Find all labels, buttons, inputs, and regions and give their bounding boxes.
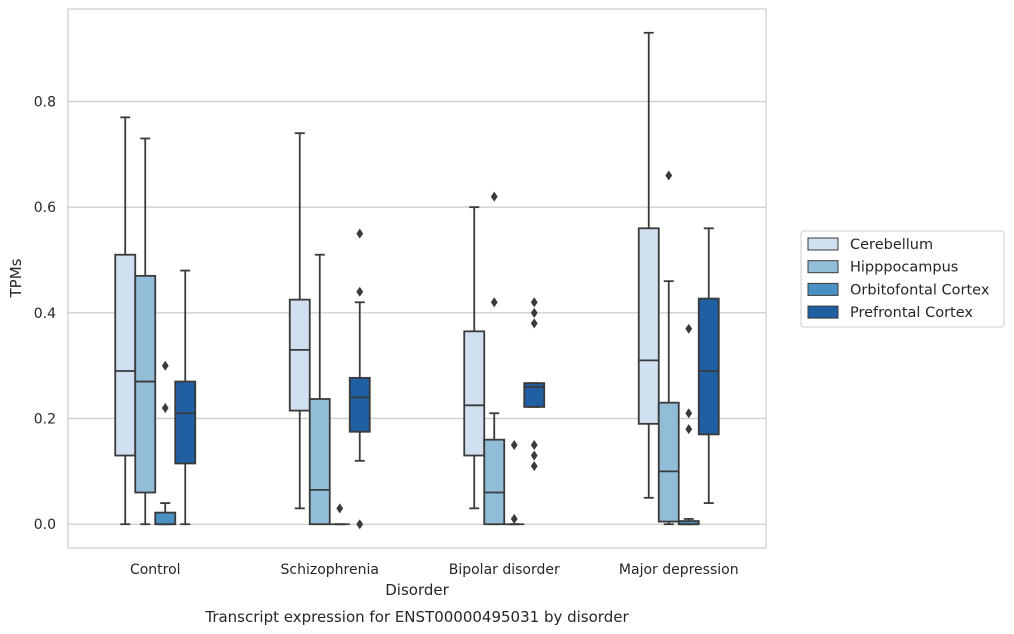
- boxes-group: [114, 31, 720, 530]
- box-prefrontal-cortex-3: [697, 227, 720, 504]
- box-cerebellum-0: [114, 116, 137, 526]
- legend-swatch: [807, 260, 839, 274]
- outlier-point: [685, 323, 693, 334]
- x-tick-label: Control: [130, 562, 181, 578]
- y-tick-label: 0.0: [34, 517, 56, 533]
- outlier-point: [665, 170, 673, 181]
- outlier-point: [530, 439, 538, 450]
- x-tick-label: Major depression: [619, 562, 739, 578]
- box-hipppocampus-2: [483, 191, 506, 526]
- plot-area-border: [67, 8, 767, 549]
- iqr-box: [637, 227, 660, 425]
- outlier-point: [490, 191, 498, 202]
- y-tick-label: 0.6: [34, 200, 56, 216]
- legend-label: Cerebellum: [850, 237, 933, 253]
- outlier-point: [356, 228, 364, 239]
- box-orbitofontal-cortex-1: [329, 503, 350, 526]
- box-prefrontal-cortex-1: [348, 228, 371, 530]
- box-cerebellum-1: [288, 132, 311, 510]
- iqr-box: [657, 401, 680, 523]
- legend-label: Prefrontal Cortex: [850, 305, 973, 321]
- box-cerebellum-3: [637, 31, 660, 499]
- box-orbitofontal-cortex-2: [504, 439, 525, 526]
- iqr-box: [114, 253, 137, 457]
- box-hipppocampus-0: [134, 137, 157, 526]
- iqr-box: [154, 511, 177, 526]
- y-axis-label: TPMs: [7, 258, 25, 298]
- legend-frame: [800, 230, 1005, 328]
- iqr-box: [463, 330, 486, 457]
- x-axis-label: Disorder: [385, 581, 449, 599]
- outlier-point: [356, 286, 364, 297]
- iqr-box: [174, 380, 197, 465]
- outlier-point: [530, 450, 538, 461]
- box-prefrontal-cortex-2: [523, 297, 546, 472]
- x-tick-labels: Control Schizophrenia Bipolar disorder Majo…: [130, 562, 739, 578]
- iqr-box: [288, 298, 311, 412]
- outlier-point: [490, 297, 498, 308]
- y-tick-labels: 0.0 0.2 0.4 0.6 0.8: [34, 94, 56, 533]
- outlier-point: [510, 439, 518, 450]
- x-tick-label: Bipolar disorder: [449, 562, 560, 578]
- iqr-box: [697, 297, 720, 436]
- legend-swatch: [807, 237, 839, 251]
- outlier-point: [336, 503, 344, 514]
- legend-label: Hipppocampus: [850, 260, 958, 276]
- chart-caption: Transcript expression for ENST0000049503…: [204, 608, 629, 626]
- iqr-box: [348, 376, 371, 433]
- outlier-point: [685, 424, 693, 435]
- y-tick-label: 0.4: [34, 306, 56, 322]
- legend: Cerebellum Hipppocampus Orbitofontal Corte…: [800, 230, 1005, 328]
- box-orbitofontal-cortex-0: [154, 360, 177, 526]
- iqr-box: [308, 398, 331, 526]
- outlier-point: [530, 461, 538, 472]
- outlier-point: [530, 318, 538, 329]
- box-prefrontal-cortex-0: [174, 269, 197, 526]
- outlier-point: [510, 513, 518, 524]
- outlier-point: [530, 307, 538, 318]
- y-tick-label: 0.8: [34, 94, 56, 110]
- iqr-box: [134, 274, 157, 494]
- outlier-point: [161, 402, 169, 413]
- box-orbitofontal-cortex-3: [677, 323, 700, 526]
- y-tick-label: 0.2: [34, 412, 56, 428]
- legend-swatch: [807, 305, 839, 319]
- outlier-point: [685, 408, 693, 419]
- outlier-point: [530, 297, 538, 308]
- x-tick-label: Schizophrenia: [281, 562, 379, 578]
- outlier-point: [356, 519, 364, 530]
- iqr-box: [483, 438, 506, 526]
- box-cerebellum-2: [463, 206, 486, 510]
- legend-swatch: [807, 282, 839, 296]
- iqr-box: [523, 382, 546, 408]
- box-hipppocampus-3: [657, 170, 680, 526]
- legend-label: Orbitofontal Cortex: [850, 282, 990, 298]
- outlier-point: [161, 360, 169, 371]
- box-hipppocampus-1: [308, 253, 331, 526]
